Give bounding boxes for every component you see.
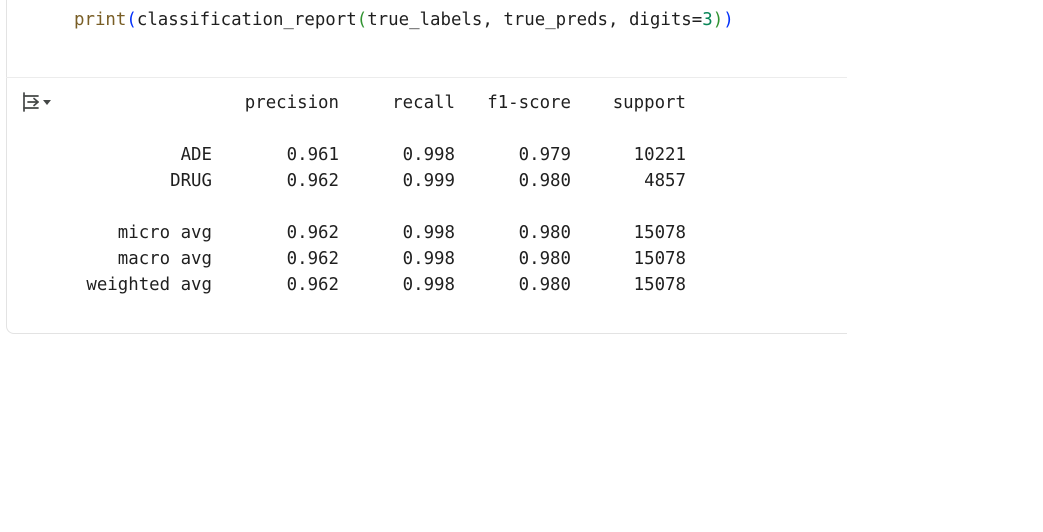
row-support: 15078 [633,275,686,295]
code-inner-fn: classification_report [136,10,357,30]
row-label: macro avg [117,249,212,269]
blank-row [74,116,116,142]
code-digits-value: 3 [702,10,713,30]
row-recall: 0.998 [402,249,455,269]
code-open-paren: ( [126,10,137,30]
code-cell [6,0,847,334]
output-toggle-icon[interactable] [21,90,53,116]
row-f1: 0.980 [518,171,571,191]
code-line[interactable]: print(classification_report(true_labels,… [74,8,734,32]
header-support: support [612,93,686,113]
row-f1: 0.980 [518,249,571,269]
report-row-ade: ADE 0.961 0.998 0.979 10221 [74,142,686,168]
row-recall: 0.998 [402,223,455,243]
header-precision: precision [244,93,339,113]
code-print-fn: print [74,10,127,30]
row-recall: 0.998 [402,145,455,165]
row-f1: 0.980 [518,223,571,243]
row-f1: 0.980 [518,275,571,295]
output-toggle-svg [23,92,51,112]
row-support: 4857 [644,171,686,191]
report-header-row: precision recall f1-score support [74,90,686,116]
row-support: 15078 [633,249,686,269]
row-recall: 0.998 [402,275,455,295]
code-inner-close-paren: ) [712,10,724,30]
output-divider [6,77,847,78]
code-close-paren: ) [723,10,734,30]
row-precision: 0.962 [286,249,339,269]
row-label: DRUG [170,171,212,191]
report-row-macro-avg: macro avg 0.962 0.998 0.980 15078 [74,246,686,272]
row-label: ADE [180,145,212,165]
row-precision: 0.962 [286,275,339,295]
classification-report-output: precision recall f1-score support ADE 0.… [74,90,686,298]
row-precision: 0.962 [286,223,339,243]
row-precision: 0.961 [286,145,339,165]
blank-row [74,194,116,220]
row-label: weighted avg [86,275,212,295]
row-support: 15078 [633,223,686,243]
header-f1-score: f1-score [487,93,571,113]
row-label: micro avg [117,223,212,243]
row-recall: 0.999 [402,171,455,191]
code-args: true_labels, true_preds, digits= [367,10,703,30]
code-inner-open-paren: ( [356,10,368,30]
header-recall: recall [392,93,455,113]
report-row-drug: DRUG 0.962 0.999 0.980 4857 [74,168,686,194]
row-support: 10221 [633,145,686,165]
report-row-micro-avg: micro avg 0.962 0.998 0.980 15078 [74,220,686,246]
row-precision: 0.962 [286,171,339,191]
report-row-weighted-avg: weighted avg 0.962 0.998 0.980 15078 [74,272,686,298]
row-f1: 0.979 [518,145,571,165]
